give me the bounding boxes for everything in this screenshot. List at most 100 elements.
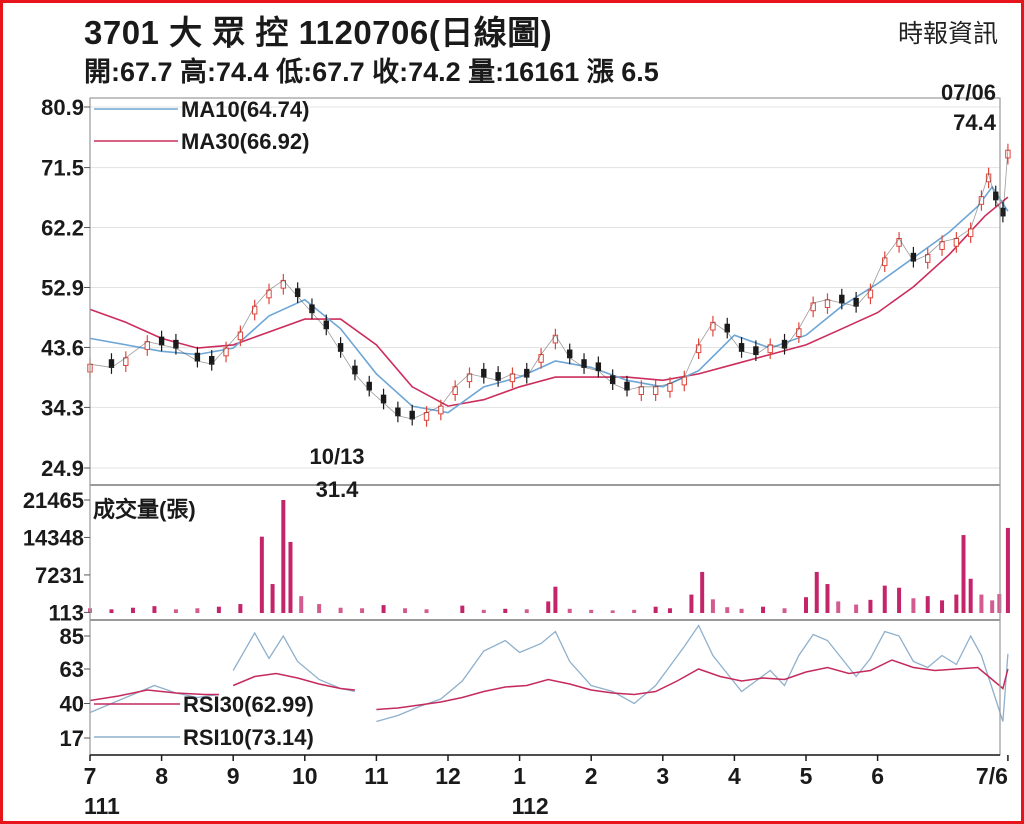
month-label: 9 (227, 763, 240, 789)
low-date-annotation: 10/13 (309, 444, 364, 469)
candle-body (910, 252, 917, 262)
candle-body (251, 305, 258, 315)
volume-bar (238, 604, 243, 613)
volume-bar (288, 541, 293, 613)
high-value-annotation: 74.4 (953, 110, 997, 135)
candle-body (237, 331, 244, 341)
volume-bar (259, 536, 264, 613)
volume-y-tick-label: 21465 (23, 488, 84, 513)
candle-body (509, 373, 516, 383)
ohlc-summary: 開:67.7 高:74.4 低:67.7 收:74.2 量:16161 漲 6.… (84, 57, 659, 87)
volume-bar (481, 609, 486, 613)
candle-body (638, 386, 645, 396)
rsi-y-tick-label: 17 (60, 726, 84, 751)
candle-body (438, 405, 444, 415)
month-label: 10 (292, 763, 318, 789)
volume-bar (553, 586, 558, 613)
rsi-lines (89, 624, 1009, 723)
candle-body (352, 365, 358, 375)
month-label: 4 (728, 763, 741, 789)
low-value-annotation: 31.4 (316, 477, 360, 502)
month-label: 1 (513, 763, 526, 789)
plot-border (89, 97, 1001, 756)
candle-body (409, 410, 415, 420)
candle-body (652, 386, 659, 396)
volume-bar (825, 584, 830, 613)
month-label: 7/6 (976, 763, 1008, 789)
volume-bar (360, 608, 365, 613)
rsi-y-tick-label: 63 (60, 657, 84, 682)
candle-body (481, 368, 487, 378)
volume-bar (610, 610, 615, 613)
month-label: 8 (155, 763, 168, 789)
rsi30-line (89, 689, 219, 702)
volume-bar (460, 605, 465, 613)
ma10-line (89, 185, 1009, 414)
candle-body (738, 343, 745, 352)
volume-bar (804, 597, 808, 613)
volume-bar (567, 608, 572, 613)
chart-title: 3701 大 眾 控 1120706(日線圖) (84, 14, 553, 51)
month-label: 7 (84, 763, 97, 789)
rsi10-legend: RSI10(73.14) (183, 725, 314, 750)
month-label: 5 (800, 763, 813, 789)
volume-bar (997, 594, 1002, 613)
gridlines (90, 106, 1000, 469)
ma10-legend: MA10(64.74) (181, 97, 309, 122)
volume-bar (911, 598, 916, 613)
candle-body (567, 349, 573, 359)
candle-body (796, 328, 802, 337)
month-label: 11 (364, 763, 389, 789)
source-label: 時報資訊 (897, 20, 998, 48)
volume-bar (925, 596, 930, 613)
candle-body (209, 355, 215, 365)
volume-bar (700, 571, 705, 613)
rsi30-line (232, 672, 355, 691)
month-label: 6 (871, 763, 884, 789)
volume-y-tick-label: 14348 (23, 525, 84, 550)
candle-body (309, 304, 315, 314)
moving-averages (89, 185, 1009, 414)
volume-bar (968, 578, 973, 613)
price-y-tick-label: 24.9 (41, 456, 84, 481)
volume-bar (403, 608, 408, 613)
volume-bar (503, 608, 508, 613)
volume-bar (897, 587, 902, 613)
candle-body (158, 336, 165, 346)
volume-bar (632, 609, 637, 613)
rsi30-line (376, 659, 1009, 711)
ma30-line (89, 196, 1009, 407)
volume-bar (589, 609, 594, 613)
volume-bar (1005, 527, 1010, 613)
candle-body (538, 354, 544, 363)
candle-body (423, 412, 430, 421)
volume-y-tick-label: 113 (49, 600, 85, 625)
volume-bar (173, 609, 178, 613)
candle-body (595, 362, 602, 372)
candle-body (824, 299, 831, 308)
volume-bar (130, 607, 135, 613)
volume-bar (782, 608, 787, 613)
price-y-tick-label: 80.9 (41, 95, 84, 120)
volume-bar (424, 609, 429, 613)
candle-body (681, 376, 687, 386)
volume-bar (739, 608, 744, 613)
price-y-tick-label: 43.6 (41, 335, 84, 360)
year-label: 111 (84, 793, 120, 819)
candle-body (781, 339, 788, 349)
volume-bar (940, 600, 945, 613)
volume-bar (710, 599, 715, 613)
volume-bar (317, 604, 322, 613)
high-date-annotation: 07/06 (941, 80, 996, 105)
volume-bar (109, 609, 114, 613)
price-y-tick-label: 62.2 (41, 216, 84, 241)
volume-bar (954, 594, 959, 613)
rsi30-legend: RSI30(62.99) (183, 692, 314, 717)
volume-bar (546, 601, 551, 613)
rsi-y-tick-label: 40 (60, 692, 84, 717)
price-y-tick-label: 52.9 (41, 276, 84, 301)
candle-body (667, 383, 673, 392)
price-y-tick-label: 34.3 (41, 395, 84, 420)
candle-body (552, 334, 559, 344)
